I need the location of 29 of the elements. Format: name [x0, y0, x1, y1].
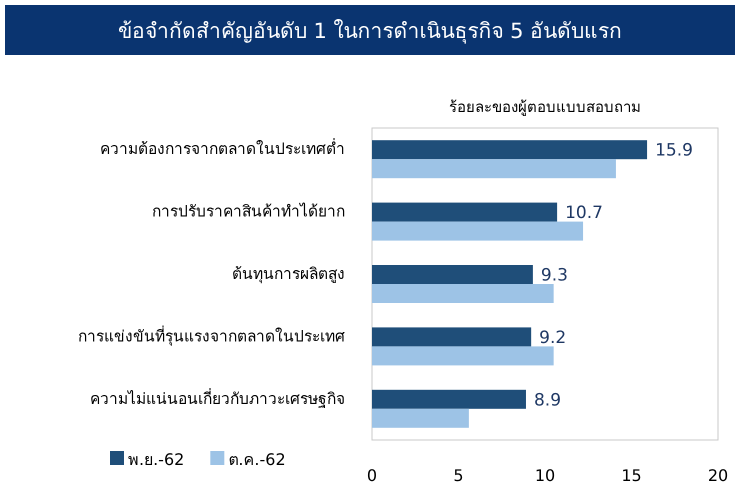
bar — [372, 140, 648, 160]
data-label: 15.9 — [655, 140, 693, 161]
bar — [372, 159, 616, 178]
bar — [372, 346, 554, 366]
bar — [372, 408, 469, 428]
legend-label: ต.ค.-62 — [228, 450, 286, 469]
y-tick-label: ความต้องการจากตลาดในประเทศต่ำ — [100, 138, 345, 158]
chart-title: ข้อจำกัดสำคัญอันดับ 1 ในการดำเนินธุรกิจ 5 อันดับแรก — [118, 19, 622, 44]
bar — [372, 265, 533, 284]
bar — [372, 284, 554, 303]
bar — [372, 390, 526, 409]
bar — [372, 222, 584, 241]
bar — [372, 202, 558, 222]
y-tick-label: การแข่งขันที่รุนแรงจากตลาดในประเทศ — [78, 325, 345, 346]
data-label: 10.7 — [565, 203, 603, 224]
x-tick-label: 0 — [366, 466, 378, 485]
y-tick-label: ความไม่แน่นอนเกี่ยวกับภาวะเศรษฐกิจ — [90, 388, 345, 408]
x-tick-label: 20 — [708, 466, 728, 485]
data-label: 9.2 — [539, 328, 566, 348]
y-tick-label: การปรับราคาสินค้าทำได้ยาก — [152, 202, 345, 221]
x-tick-label: 10 — [534, 466, 556, 485]
x-axis-title: ร้อยละของผู้ตอบแบบสอบถาม — [449, 98, 641, 116]
data-label: 8.9 — [534, 390, 562, 410]
legend-label: พ.ย.-62 — [128, 450, 184, 469]
x-tick-label: 15 — [621, 466, 642, 485]
y-tick-label: ต้นทุนการผลิตสูง — [232, 265, 345, 284]
bar — [372, 327, 532, 346]
data-label: 9.3 — [540, 266, 568, 286]
x-tick-label: 5 — [453, 466, 464, 485]
